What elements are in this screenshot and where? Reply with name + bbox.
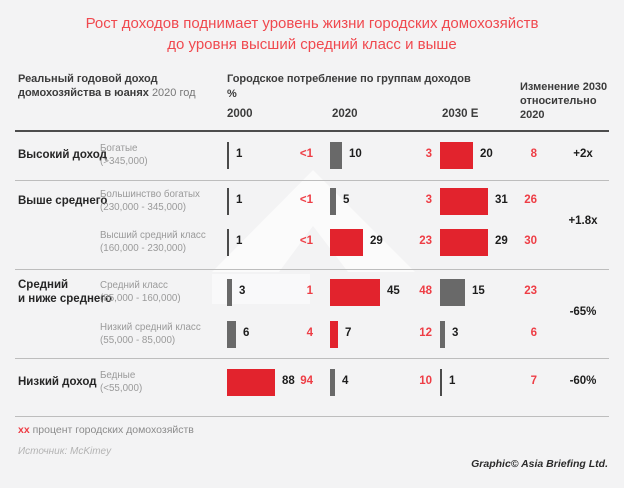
households-share-2020: 4 bbox=[306, 327, 313, 339]
bar-2030E bbox=[440, 188, 488, 215]
consumption-column-header: Городское потребление по группам доходов bbox=[227, 73, 471, 85]
bar-2000 bbox=[227, 321, 236, 348]
households-share-2030: 23 bbox=[419, 235, 432, 247]
group-label: Выше среднего bbox=[18, 195, 108, 207]
bar-2020 bbox=[330, 142, 342, 169]
group-divider-1 bbox=[15, 180, 609, 181]
bar-2030E bbox=[440, 142, 473, 169]
source-note: Источник: McKimey bbox=[18, 446, 112, 457]
households-share-change: 26 bbox=[524, 194, 537, 206]
group-label: Высокий доход bbox=[18, 149, 107, 161]
consumption-value: 15 bbox=[472, 285, 485, 297]
households-share-2020: <1 bbox=[299, 194, 313, 206]
header-divider bbox=[15, 130, 609, 132]
year-2030-label: 2030 E bbox=[442, 108, 479, 120]
chart-title: Рост доходов поднимает уровень жизни гор… bbox=[0, 13, 624, 55]
change-column-header: Изменение 2030 относительно 2020 bbox=[520, 81, 608, 121]
consumption-value: 1 bbox=[449, 375, 456, 387]
segment-label: Богатые (>345,000) bbox=[100, 143, 148, 167]
consumption-value: 45 bbox=[387, 285, 400, 297]
consumption-value: 1 bbox=[236, 148, 243, 160]
bar-2000 bbox=[227, 229, 229, 256]
group-label: Низкий доход bbox=[18, 376, 97, 388]
consumption-value: 4 bbox=[342, 375, 349, 387]
households-share-2020: 1 bbox=[306, 285, 313, 297]
change-value: +2x bbox=[573, 148, 593, 160]
income-header-line2: домохозяйства в юанях 2020 год bbox=[18, 87, 196, 99]
consumption-value: 6 bbox=[243, 327, 250, 339]
group-divider-2 bbox=[15, 269, 609, 270]
households-share-change: 8 bbox=[530, 148, 537, 160]
legend-text: процент городских домохозяйств bbox=[32, 424, 194, 436]
change-value: -65% bbox=[569, 306, 597, 318]
segment-label: Средний класс (85,000 - 160,000) bbox=[100, 280, 181, 304]
consumption-value: 1 bbox=[236, 235, 243, 247]
table-bottom-divider bbox=[15, 416, 609, 417]
households-share-2030: 3 bbox=[425, 148, 432, 160]
consumption-value: 7 bbox=[345, 327, 352, 339]
bar-2020 bbox=[330, 321, 338, 348]
households-share-2020: <1 bbox=[299, 148, 313, 160]
bar-2030E bbox=[440, 279, 465, 306]
bar-2020 bbox=[330, 279, 380, 306]
chart-title-line1: Рост доходов поднимает уровень жизни гор… bbox=[85, 15, 539, 32]
households-share-2030: 10 bbox=[419, 375, 432, 387]
consumption-value: 29 bbox=[370, 235, 383, 247]
households-share-2020: 94 bbox=[300, 375, 313, 387]
households-share-2030: 3 bbox=[425, 194, 432, 206]
income-header-line1: Реальный годовой доход bbox=[18, 73, 158, 85]
bar-2030E bbox=[440, 229, 488, 256]
bar-2000 bbox=[227, 142, 229, 169]
chart-title-line2: до уровня высший средний класс и выше bbox=[167, 36, 457, 53]
consumption-value: 29 bbox=[495, 235, 508, 247]
income-header-year: 2020 год bbox=[151, 87, 196, 99]
bar-2020 bbox=[330, 369, 335, 396]
credit-note: Graphic© Asia Briefing Ltd. bbox=[471, 458, 608, 470]
consumption-unit: % bbox=[227, 88, 237, 100]
households-share-change: 7 bbox=[530, 375, 537, 387]
income-column-header: Реальный годовой доход домохозяйства в ю… bbox=[18, 72, 218, 100]
consumption-value: 3 bbox=[239, 285, 246, 297]
bar-2000 bbox=[227, 369, 275, 396]
bar-2030E bbox=[440, 321, 445, 348]
consumption-value: 88 bbox=[282, 375, 295, 387]
consumption-value: 20 bbox=[480, 148, 493, 160]
year-2000-label: 2000 bbox=[227, 108, 253, 120]
consumption-value: 10 bbox=[349, 148, 362, 160]
group-divider-3 bbox=[15, 358, 609, 359]
consumption-value: 31 bbox=[495, 194, 508, 206]
bar-2000 bbox=[227, 279, 232, 306]
consumption-value: 3 bbox=[452, 327, 459, 339]
segment-label: Большинство богатых (230,000 - 345,000) bbox=[100, 189, 200, 213]
bar-2020 bbox=[330, 188, 336, 215]
group-label: Средний и ниже среднего bbox=[18, 279, 112, 305]
change-value: -60% bbox=[569, 375, 597, 387]
year-2020-label: 2020 bbox=[332, 108, 358, 120]
households-share-change: 6 bbox=[530, 327, 537, 339]
bar-2020 bbox=[330, 229, 363, 256]
households-share-change: 23 bbox=[524, 285, 537, 297]
households-share-change: 30 bbox=[524, 235, 537, 247]
bar-2030E bbox=[440, 369, 442, 396]
change-value: +1.8x bbox=[568, 215, 598, 227]
segment-label: Бедные (<55,000) bbox=[100, 370, 143, 394]
bar-2000 bbox=[227, 188, 229, 215]
consumption-value: 5 bbox=[343, 194, 350, 206]
segment-label: Низкий средний класс (55,000 - 85,000) bbox=[100, 322, 201, 346]
segment-label: Высший средний класс (160,000 - 230,000) bbox=[100, 230, 206, 254]
consumption-value: 1 bbox=[236, 194, 243, 206]
households-share-2030: 48 bbox=[419, 285, 432, 297]
households-share-2030: 12 bbox=[419, 327, 432, 339]
households-share-2020: <1 bbox=[299, 235, 313, 247]
legend-note: xx процент городских домохозяйств bbox=[18, 424, 194, 436]
legend-marker: xx bbox=[18, 424, 30, 436]
